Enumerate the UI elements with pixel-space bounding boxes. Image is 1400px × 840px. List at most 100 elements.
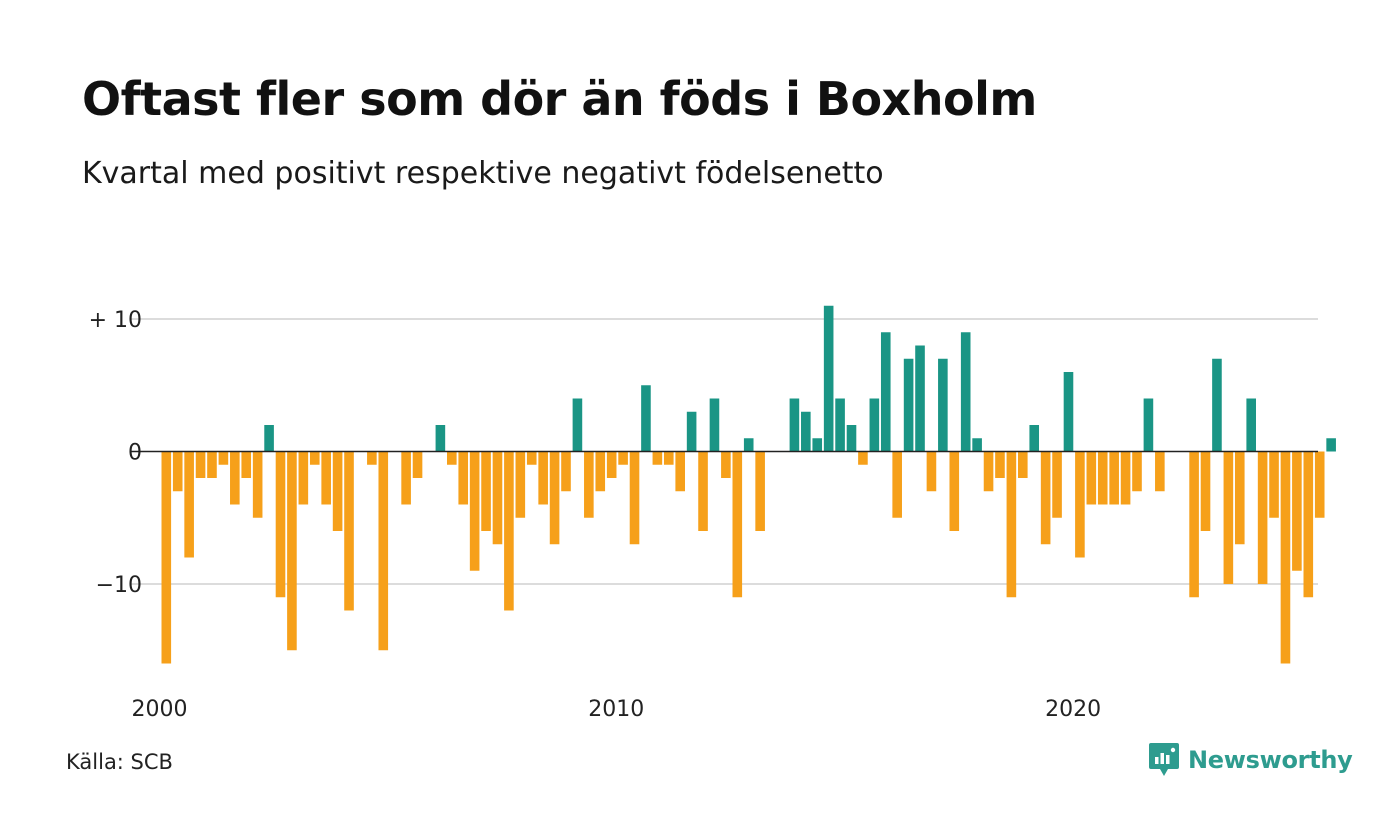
bar-negative <box>675 451 685 492</box>
bar-negative <box>458 451 469 505</box>
bar-negative <box>298 451 309 505</box>
bars <box>130 305 1336 664</box>
bar-negative <box>172 451 183 492</box>
bar-negative <box>230 451 240 505</box>
bar-negative <box>469 451 480 571</box>
x-tick-label: 2000 <box>132 697 188 722</box>
x-tick-label: 2010 <box>588 697 644 722</box>
source-note: Källa: SCB <box>66 750 173 774</box>
bar-positive <box>960 332 971 452</box>
bar-negative <box>629 451 640 545</box>
bar-positive <box>903 358 914 452</box>
bar-positive <box>880 332 891 452</box>
bar-negative <box>584 451 594 518</box>
grid-lines <box>130 318 1318 585</box>
bar-negative <box>1223 451 1234 584</box>
bar-negative <box>1314 451 1325 518</box>
bar-positive <box>869 398 880 452</box>
bar-negative <box>1257 451 1268 584</box>
bar-negative <box>492 451 503 545</box>
bar-negative <box>504 451 514 611</box>
bar-positive <box>846 425 857 452</box>
bar-positive <box>789 398 800 452</box>
bar-negative <box>538 451 548 505</box>
bar-negative <box>367 451 377 465</box>
bar-negative <box>321 451 331 505</box>
bar-negative <box>252 451 263 518</box>
bar-negative <box>1075 451 1085 558</box>
y-tick-label: 0 <box>128 441 142 466</box>
bar-negative <box>287 451 297 651</box>
bar-negative <box>1052 451 1062 518</box>
bar-positive <box>435 425 446 452</box>
bar-negative <box>195 451 206 478</box>
newsworthy-logo-icon <box>1149 743 1179 776</box>
bar-negative <box>1097 451 1108 505</box>
bar-negative <box>606 451 617 478</box>
bar-negative <box>1018 451 1028 478</box>
chart-subtitle: Kvartal med positivt respektive negativt… <box>82 156 884 191</box>
bar-negative <box>595 451 606 492</box>
bar-positive <box>709 398 720 452</box>
bar-negative <box>447 451 457 465</box>
chart-title: Oftast fler som dör än föds i Boxholm <box>82 72 1037 126</box>
bar-positive <box>823 305 834 452</box>
bar-negative <box>526 451 537 465</box>
bar-negative <box>698 451 708 531</box>
bar-negative <box>755 451 765 531</box>
y-tick-label: + 10 <box>89 308 142 333</box>
bar-positive <box>812 438 823 452</box>
bar-negative <box>995 451 1005 478</box>
bar-chart: + 10 0 −10 2000 2010 2020 <box>89 305 1336 722</box>
bar-negative <box>663 451 674 465</box>
bar-negative <box>1189 451 1199 598</box>
bar-negative <box>344 451 354 611</box>
bar-negative <box>983 451 994 492</box>
bar-negative <box>858 451 868 465</box>
brand-logo[interactable]: Newsworthy <box>1148 742 1353 778</box>
bar-positive <box>972 438 982 452</box>
bar-negative <box>401 451 411 505</box>
bar-positive <box>1143 398 1154 452</box>
y-tick-label: −10 <box>96 573 142 598</box>
bar-negative <box>1269 451 1279 518</box>
bar-positive <box>938 358 948 452</box>
bar-negative <box>218 451 229 465</box>
bar-negative <box>1132 451 1142 492</box>
bar-negative <box>1200 451 1211 531</box>
bar-negative <box>241 451 252 478</box>
bar-negative <box>721 451 731 478</box>
bar-positive <box>801 411 811 452</box>
bar-negative <box>1109 451 1119 505</box>
bar-negative <box>1303 451 1314 598</box>
bar-negative <box>332 451 343 531</box>
bar-negative <box>378 451 389 651</box>
bar-positive <box>1246 398 1256 452</box>
bar-negative <box>732 451 743 598</box>
bar-negative <box>1155 451 1165 492</box>
bar-negative <box>1292 451 1302 571</box>
bar-positive <box>1326 438 1336 452</box>
bar-negative <box>618 451 628 465</box>
bar-positive <box>743 438 754 452</box>
bar-negative <box>549 451 560 545</box>
bar-negative <box>184 451 194 558</box>
bar-positive <box>686 411 697 452</box>
bar-negative <box>207 451 217 478</box>
axis-labels: + 10 0 −10 2000 2010 2020 <box>89 308 1102 722</box>
bar-negative <box>949 451 960 531</box>
bar-negative <box>515 451 526 518</box>
bar-positive <box>641 385 651 452</box>
bar-negative <box>1120 451 1131 505</box>
bar-positive <box>1063 372 1074 452</box>
bar-negative <box>652 451 663 465</box>
x-tick-label: 2020 <box>1045 697 1101 722</box>
bar-negative <box>892 451 902 518</box>
bar-negative <box>412 451 423 478</box>
bar-negative <box>926 451 937 492</box>
bar-negative <box>1234 451 1245 545</box>
bar-positive <box>915 345 925 452</box>
bar-negative <box>161 451 172 664</box>
bar-positive <box>572 398 583 452</box>
bar-negative <box>309 451 320 465</box>
